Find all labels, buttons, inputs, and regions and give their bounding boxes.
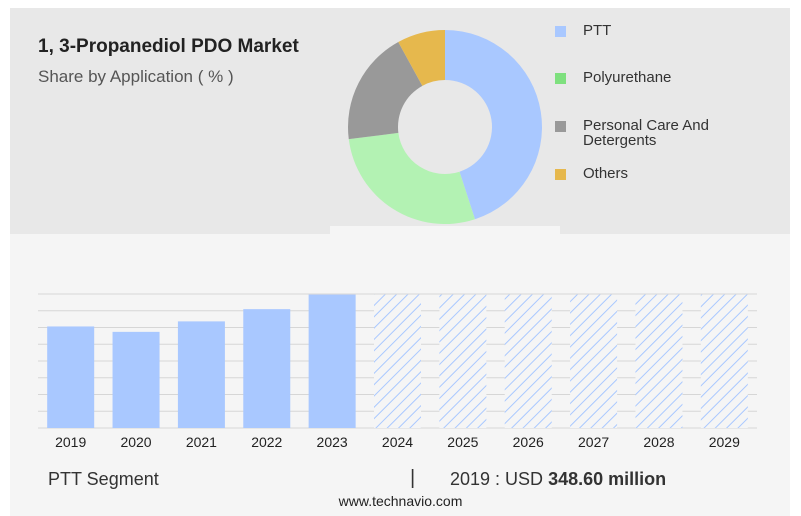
x-tick-label-2023: 2023: [317, 434, 348, 450]
x-tick-label-2026: 2026: [513, 434, 544, 450]
x-tick-label-2022: 2022: [251, 434, 282, 450]
source-url: www.technavio.com: [338, 493, 463, 509]
x-tick-label-2019: 2019: [55, 434, 86, 450]
donut-clip-cover: [330, 226, 560, 235]
x-tick-label-2021: 2021: [186, 434, 217, 450]
bar-2025: [439, 294, 487, 428]
bar-2026: [504, 294, 552, 428]
chart-subtitle: Share by Application ( % ): [38, 67, 234, 86]
bar-2020: [112, 331, 160, 428]
legend-swatch-polyurethane: [555, 73, 566, 84]
legend-label-ptt: PTT: [583, 22, 612, 39]
x-tick-label-2020: 2020: [120, 434, 151, 450]
donut-slice-ptt: [445, 30, 542, 220]
x-tick-label-2029: 2029: [709, 434, 740, 450]
x-tick-label-2028: 2028: [643, 434, 674, 450]
chart-title: 1, 3-Propanediol PDO Market: [38, 36, 299, 57]
legend-label-personal-care: Personal Care And Detergents: [583, 117, 709, 149]
bar-2019: [47, 326, 95, 428]
legend-label-polyurethane: Polyurethane: [583, 69, 672, 86]
legend-swatch-others: [555, 169, 566, 180]
bars: [47, 294, 748, 428]
legend-swatch-ptt: [555, 26, 566, 37]
footer-value: 2019 : USD 348.60 million: [450, 469, 666, 490]
x-tick-label-2027: 2027: [578, 434, 609, 450]
donut-slice-personal-care-and-detergents: [348, 41, 423, 140]
bar-2029: [700, 294, 748, 428]
donut-slice-polyurethane: [348, 132, 475, 224]
bar-2023: [308, 294, 356, 428]
footer-separator: |: [410, 467, 416, 489]
bar-2028: [635, 294, 683, 428]
legend-label-others: Others: [583, 165, 629, 182]
bar-2027: [570, 294, 618, 428]
legend-swatch-personal-care: [555, 121, 566, 132]
segment-label: PTT Segment: [48, 469, 159, 489]
x-tick-label-2024: 2024: [382, 434, 413, 450]
footer-value-label: 348.60 million: [548, 469, 667, 489]
x-tick-label-2025: 2025: [447, 434, 478, 450]
donut-slice-others: [398, 30, 445, 86]
bar-2022: [243, 309, 291, 428]
donut-chart: [330, 30, 560, 235]
bar-2021: [177, 321, 225, 428]
bar-2024: [374, 294, 421, 428]
footer-year-label: 2019 : USD: [450, 469, 544, 489]
x-tick-labels: 2019 2020 2021 2022 2023 2024 2025 2026 2027 2028…: [55, 434, 740, 450]
